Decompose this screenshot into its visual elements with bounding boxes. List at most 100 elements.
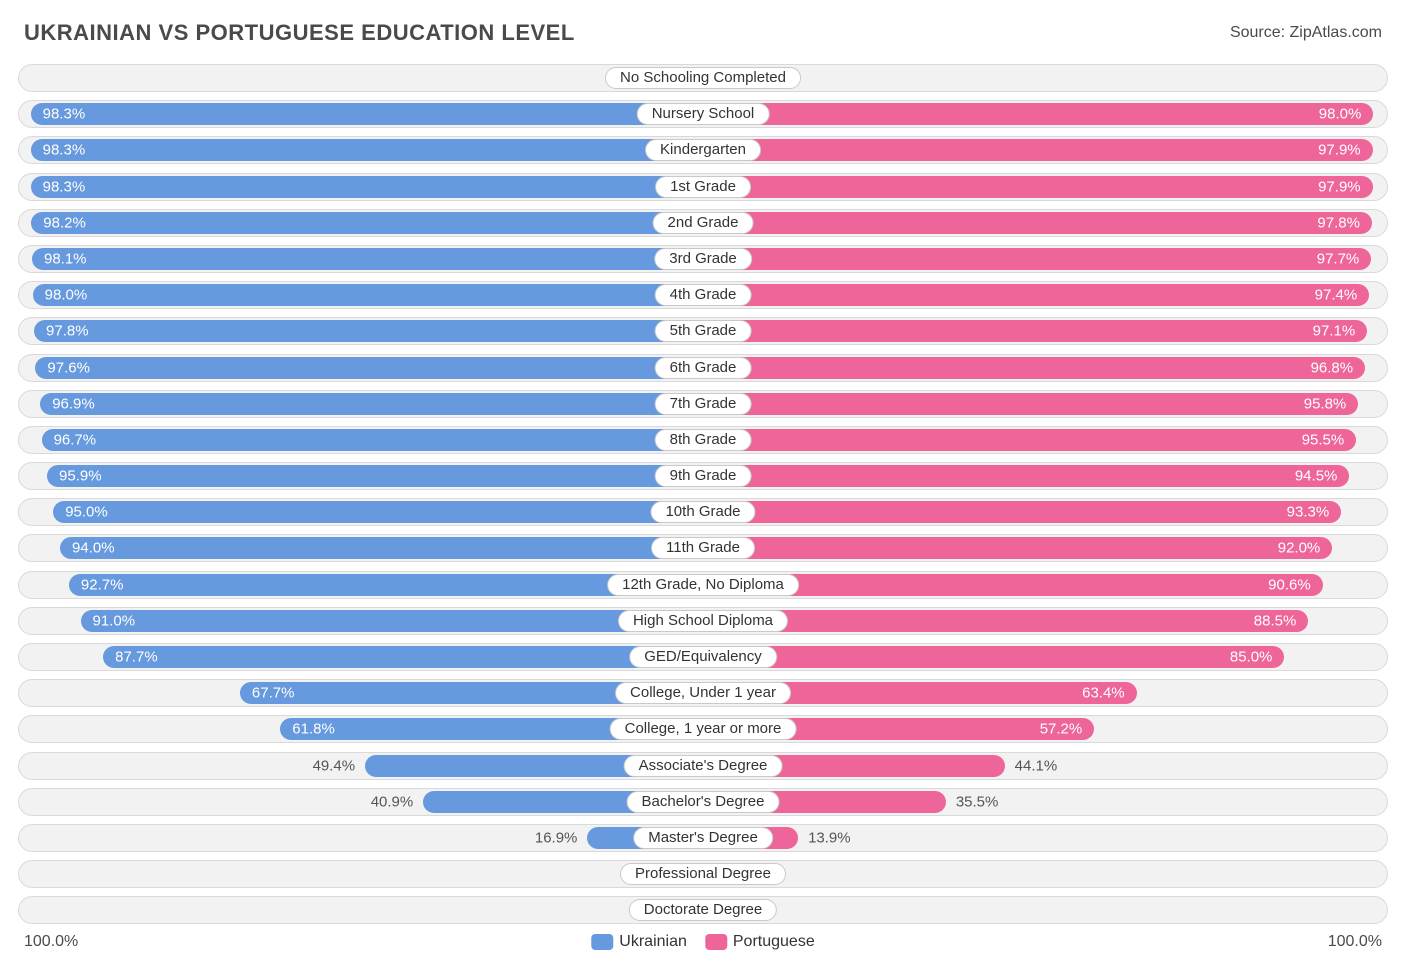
category-label: High School Diploma	[618, 610, 788, 632]
chart-row: 87.7% 85.0% GED/Equivalency	[18, 643, 1388, 671]
value-label-right: 97.9%	[1318, 142, 1361, 159]
category-label: Kindergarten	[645, 139, 761, 161]
value-label-right: 57.2%	[1040, 721, 1083, 738]
category-label: 10th Grade	[650, 501, 755, 523]
legend-swatch-icon	[705, 934, 727, 950]
chart-row: 98.1% 97.7% 3rd Grade	[18, 245, 1388, 273]
bar-right	[703, 176, 1373, 198]
value-label-left: 87.7%	[115, 649, 158, 666]
value-label-right: 85.0%	[1230, 649, 1273, 666]
chart-row: 98.2%97.8%2nd Grade	[18, 209, 1388, 237]
chart-title: UKRAINIAN VS PORTUGUESE EDUCATION LEVEL	[24, 20, 575, 46]
chart-source: Source: ZipAtlas.com	[1230, 24, 1382, 42]
value-label-left: 96.7%	[54, 431, 97, 448]
value-label-left: 98.3%	[43, 106, 86, 123]
legend-label: Ukrainian	[619, 933, 687, 951]
chart-row: 2.1%1.8%Doctorate Degree	[18, 896, 1388, 924]
value-label-right: 44.1%	[1015, 757, 1058, 774]
chart-row: 97.8% 97.1% 5th Grade	[18, 317, 1388, 345]
legend-item-ukrainian: Ukrainian	[591, 933, 687, 951]
value-label-right: 95.8%	[1304, 395, 1347, 412]
legend-swatch-icon	[591, 934, 613, 950]
value-label-right: 98.0%	[1319, 106, 1362, 123]
category-label: College, Under 1 year	[615, 682, 791, 704]
chart-row: 49.4% 44.1% Associate's Degree	[18, 752, 1388, 780]
bar-right	[703, 284, 1369, 306]
value-label-right: 97.7%	[1317, 250, 1360, 267]
chart-row: 96.9% 95.8% 7th Grade	[18, 390, 1388, 418]
value-label-right: 63.4%	[1082, 685, 1125, 702]
value-label-left: 91.0%	[93, 612, 136, 629]
bar-right	[703, 357, 1365, 379]
category-label: Professional Degree	[620, 863, 786, 885]
bar-left	[103, 646, 703, 668]
category-label: 2nd Grade	[653, 212, 754, 234]
chart-row: 16.9%13.9%Master's Degree	[18, 824, 1388, 852]
axis-label-right: 100.0%	[1328, 933, 1382, 951]
bar-right	[703, 646, 1284, 668]
value-label-left: 98.1%	[44, 250, 87, 267]
value-label-left: 97.6%	[47, 359, 90, 376]
bar-right	[703, 501, 1341, 523]
value-label-right: 92.0%	[1278, 540, 1321, 557]
bar-right	[703, 139, 1373, 161]
value-label-left: 98.0%	[45, 287, 88, 304]
bar-left	[31, 103, 703, 125]
chart-row: 67.7%63.4%College, Under 1 year	[18, 679, 1388, 707]
bar-left	[81, 610, 703, 632]
value-label-right: 96.8%	[1311, 359, 1354, 376]
category-label: 12th Grade, No Diploma	[607, 574, 799, 596]
legend: Ukrainian Portuguese	[591, 933, 814, 951]
category-label: Nursery School	[637, 103, 770, 125]
bar-left	[31, 212, 703, 234]
bar-left	[31, 176, 703, 198]
value-label-left: 49.4%	[313, 757, 356, 774]
bar-left	[34, 320, 703, 342]
category-label: Associate's Degree	[624, 755, 783, 777]
bar-right	[703, 610, 1308, 632]
bar-right	[703, 103, 1373, 125]
value-label-left: 40.9%	[371, 793, 414, 810]
category-label: 11th Grade	[651, 537, 755, 559]
butterfly-chart: UKRAINIAN VS PORTUGUESE EDUCATION LEVEL …	[0, 0, 1406, 975]
category-label: 4th Grade	[655, 284, 752, 306]
category-label: 1st Grade	[655, 176, 751, 198]
chart-row: 94.0% 92.0% 11th Grade	[18, 534, 1388, 562]
category-label: 9th Grade	[655, 465, 752, 487]
bar-left	[60, 537, 703, 559]
category-label: College, 1 year or more	[610, 718, 797, 740]
value-label-left: 92.7%	[81, 576, 124, 593]
value-label-right: 97.8%	[1317, 214, 1360, 231]
category-label: 3rd Grade	[654, 248, 752, 270]
value-label-left: 95.9%	[59, 468, 102, 485]
chart-rows: 1.8%2.1%No Schooling Completed 98.3% 98.0%…	[18, 64, 1388, 924]
chart-row: 95.0% 93.3% 10th Grade	[18, 498, 1388, 526]
value-label-right: 97.1%	[1313, 323, 1356, 340]
bar-right	[703, 248, 1371, 270]
category-label: Doctorate Degree	[629, 899, 777, 921]
bar-left	[42, 429, 703, 451]
value-label-right: 35.5%	[956, 793, 999, 810]
category-label: GED/Equivalency	[629, 646, 777, 668]
chart-header: UKRAINIAN VS PORTUGUESE EDUCATION LEVEL …	[18, 20, 1388, 46]
chart-row: 1.8%2.1%No Schooling Completed	[18, 64, 1388, 92]
chart-row: 98.0% 97.4% 4th Grade	[18, 281, 1388, 309]
chart-row: 61.8%57.2%College, 1 year or more	[18, 715, 1388, 743]
bar-left	[31, 139, 703, 161]
category-label: Bachelor's Degree	[627, 791, 780, 813]
value-label-left: 16.9%	[535, 829, 578, 846]
chart-row: 40.9% 35.5% Bachelor's Degree	[18, 788, 1388, 816]
value-label-left: 97.8%	[46, 323, 89, 340]
bar-left	[33, 284, 703, 306]
bar-right	[703, 537, 1332, 559]
bar-left	[35, 357, 703, 379]
value-label-left: 94.0%	[72, 540, 115, 557]
bar-left	[40, 393, 703, 415]
value-label-right: 93.3%	[1287, 504, 1330, 521]
value-label-right: 97.4%	[1315, 287, 1358, 304]
category-label: Master's Degree	[633, 827, 773, 849]
category-label: 5th Grade	[655, 320, 752, 342]
category-label: 7th Grade	[655, 393, 752, 415]
value-label-left: 96.9%	[52, 395, 95, 412]
value-label-left: 95.0%	[65, 504, 108, 521]
